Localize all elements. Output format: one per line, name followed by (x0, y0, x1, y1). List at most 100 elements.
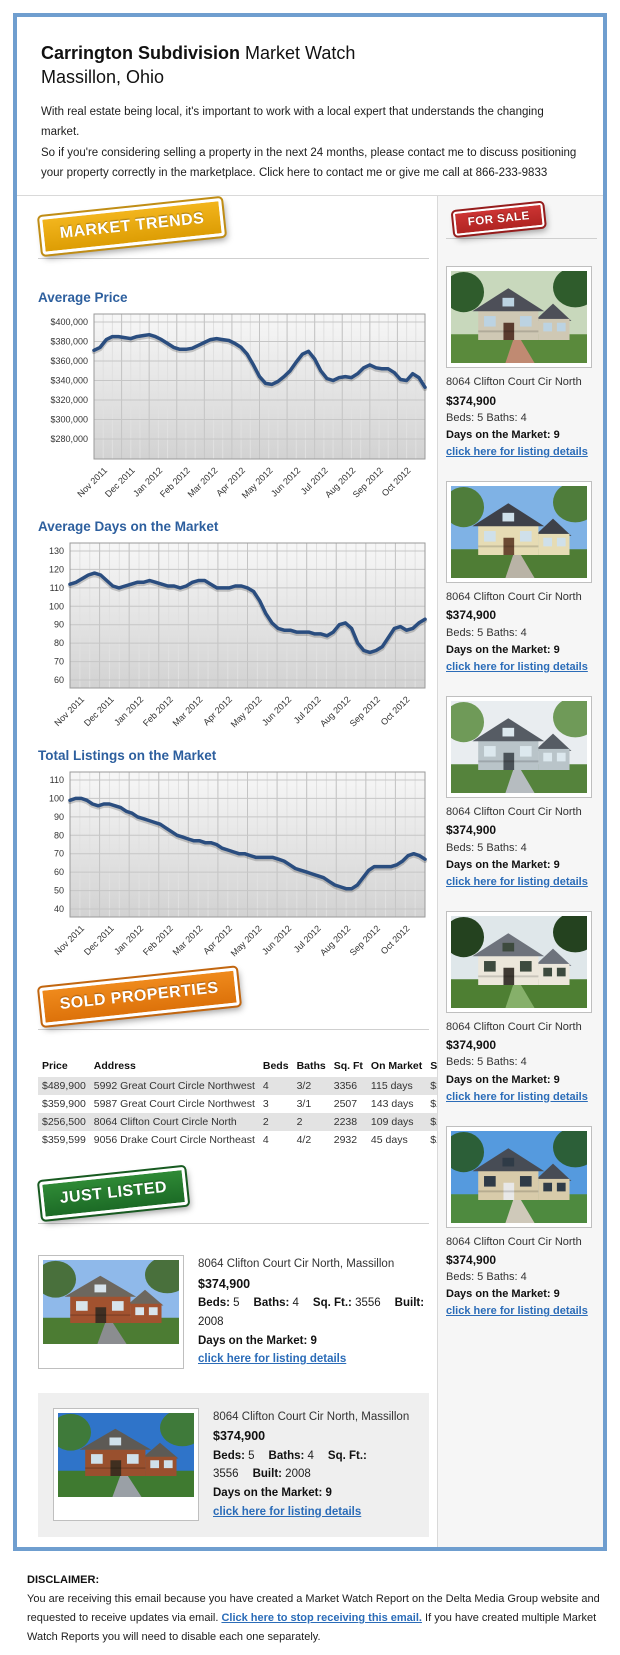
sold-property-row: $359,900 5987 Great Court Circle Northwes… (38, 1095, 486, 1113)
svg-text:Aug 2012: Aug 2012 (318, 695, 352, 729)
listing-days-on-market: Days on the Market: 9 (213, 1486, 332, 1499)
page-title: Carrington Subdivision Market Watch Mass… (41, 41, 577, 90)
listing-price: $374,900 (446, 823, 497, 838)
svg-text:May 2012: May 2012 (229, 695, 264, 730)
disclaimer-label: DISCLAIMER: (27, 1574, 100, 1587)
listing-price: $374,900 (446, 1252, 497, 1267)
listing-address: 8064 Clifton Court Cir North, Massillon (213, 1410, 410, 1423)
sold-table-column-header: Beds (262, 1060, 289, 1073)
sold-property-cell: 3/1 (296, 1098, 312, 1111)
sold-table-column-header: Price (42, 1060, 68, 1073)
house-photo-illustration (443, 1126, 598, 1223)
sold-property-cell: 2932 (333, 1134, 358, 1147)
svg-text:Jun 2012: Jun 2012 (260, 695, 293, 728)
listing-days-on-market: Days on the Market: 9 (198, 1334, 317, 1347)
svg-text:120: 120 (49, 565, 64, 575)
svg-text:Nov 2011: Nov 2011 (52, 924, 86, 958)
listing-price: $374,900 (213, 1429, 266, 1444)
sold-properties-badge: SOLD PROPERTIES (36, 964, 242, 1030)
just-listed-section-head: JUST LISTED (36, 1164, 429, 1241)
listing-info: 8064 Clifton Court Cir North, Massillon $… (213, 1408, 421, 1521)
sold-property-cell: $359,900 (42, 1098, 86, 1111)
svg-text:Nov 2011: Nov 2011 (52, 695, 86, 729)
sold-property-cell: 4 (262, 1134, 269, 1147)
svg-text:110: 110 (50, 775, 64, 785)
days-on-market-chart-title: Average Days on the Market (38, 519, 219, 535)
property-photo[interactable] (443, 1125, 598, 1228)
listing-beds-baths: Beds: 5 Baths: 4 (446, 1271, 527, 1284)
listing-details-link[interactable]: click here for listing details (446, 660, 588, 673)
intro-text: With real estate being local, it's impor… (41, 102, 577, 184)
listing-details-link[interactable]: click here for listing details (198, 1353, 347, 1366)
listing-info: 8064 Clifton Court Cir North $374,900 Beds… (446, 374, 597, 461)
listing-beds-baths: Beds: 5 Baths: 4 (446, 626, 527, 639)
listing-beds-baths: Beds: 5 Baths: 4 (446, 1056, 527, 1069)
svg-text:Sep 2012: Sep 2012 (348, 924, 382, 958)
svg-text:Sep 2012: Sep 2012 (348, 695, 382, 729)
svg-text:$300,000: $300,000 (50, 415, 88, 425)
sold-property-cell: 3/2 (292, 1077, 330, 1096)
property-photo[interactable] (50, 1407, 205, 1522)
sold-property-cell: $359,599 (42, 1134, 86, 1147)
just-listed-list: 8064 Clifton Court Cir North, Massillon $… (35, 1255, 429, 1538)
svg-text:May 2012: May 2012 (229, 924, 264, 959)
listing-address: 8064 Clifton Court Cir North (446, 1020, 582, 1033)
svg-text:80: 80 (54, 639, 64, 649)
house-photo-illustration (443, 697, 598, 794)
listing-price: $374,900 (446, 608, 497, 623)
property-photo[interactable] (443, 696, 598, 799)
property-photo[interactable] (35, 1255, 190, 1369)
listing-details-link[interactable]: click here for listing details (446, 1090, 588, 1103)
svg-text:$280,000: $280,000 (50, 434, 88, 444)
listing-details-link[interactable]: click here for listing details (446, 1305, 588, 1318)
listing-details-link[interactable]: click here for listing details (213, 1505, 362, 1518)
sold-properties-section-head: SOLD PROPERTIES (36, 964, 429, 1047)
svg-text:90: 90 (54, 812, 64, 822)
sold-property-cell: 2238 (329, 1113, 367, 1132)
svg-text:100: 100 (49, 602, 64, 612)
listing-details-link[interactable]: click here for listing details (446, 875, 588, 888)
email-frame: Carrington Subdivision Market Watch Mass… (13, 13, 607, 1552)
market-trends-badge: MARKET TRENDS (36, 195, 228, 259)
property-photo[interactable] (443, 266, 598, 369)
sold-property-cell: 109 days (366, 1113, 427, 1132)
listing-info: 8064 Clifton Court Cir North $374,900 Beds… (446, 589, 597, 676)
listing-address: 8064 Clifton Court Cir North (446, 376, 582, 389)
sold-property-cell: 5987 Great Court Circle Northwest (93, 1098, 255, 1111)
svg-text:Oct 2012: Oct 2012 (379, 695, 412, 728)
for-sale-section-head: FOR SALE (446, 200, 597, 254)
svg-text:40: 40 (54, 904, 64, 914)
svg-text:130: 130 (49, 546, 64, 556)
days-on-market-chart-block: Average Days on the Market 130 120 110 100 9… (38, 519, 429, 734)
svg-text:Feb 2012: Feb 2012 (141, 924, 175, 958)
property-photo[interactable] (443, 481, 598, 584)
sold-property-cell: 3356 (329, 1077, 367, 1096)
sold-property-cell: $489,900 (38, 1077, 90, 1096)
svg-text:Mar 2012: Mar 2012 (186, 466, 220, 500)
report-header: Carrington Subdivision Market Watch Mass… (17, 17, 603, 183)
average-price-chart-block: Average Price $400,000 $380,000 $360,000 $3… (38, 290, 429, 505)
for-sale-listing-card: 8064 Clifton Court Cir North $374,900 Beds… (443, 266, 598, 461)
sold-property-cell: 9056 Drake Court Circle Northeast (93, 1134, 255, 1147)
svg-text:90: 90 (54, 620, 64, 630)
main-column: MARKET TRENDS Average Price $400,000 $380… (17, 195, 486, 1547)
sold-property-cell: 4 (258, 1077, 293, 1096)
listing-days-on-market: Days on the Market: 9 (446, 429, 560, 442)
listing-days-on-market: Days on the Market: 9 (446, 858, 560, 871)
for-sale-listing-card: 8064 Clifton Court Cir North $374,900 Beds… (443, 481, 598, 676)
average-price-chart-title: Average Price (38, 290, 128, 306)
total-listings-chart: 110 100 90 80 70 60 50 40 Nov 2011 Dec 2011 Jan 20… (38, 766, 429, 963)
property-photo[interactable] (443, 910, 598, 1013)
listing-days-on-market: Days on the Market: 9 (446, 1288, 560, 1301)
svg-text:70: 70 (54, 849, 64, 859)
svg-text:Jun 2012: Jun 2012 (269, 466, 302, 499)
listing-address: 8064 Clifton Court Cir North, Massillon (198, 1258, 395, 1271)
listing-details-link[interactable]: click here for listing details (446, 446, 588, 459)
house-photo-illustration (443, 482, 598, 579)
stop-receiving-email-link[interactable]: Click here to stop receiving this email. (221, 1612, 422, 1625)
listing-address: 8064 Clifton Court Cir North (446, 591, 582, 604)
page-subtitle: Massillon, Ohio (41, 67, 165, 88)
sold-property-row: $256,500 8064 Clifton Court Circle North 2… (38, 1113, 486, 1132)
sold-property-cell: 8064 Clifton Court Circle North (89, 1113, 259, 1132)
